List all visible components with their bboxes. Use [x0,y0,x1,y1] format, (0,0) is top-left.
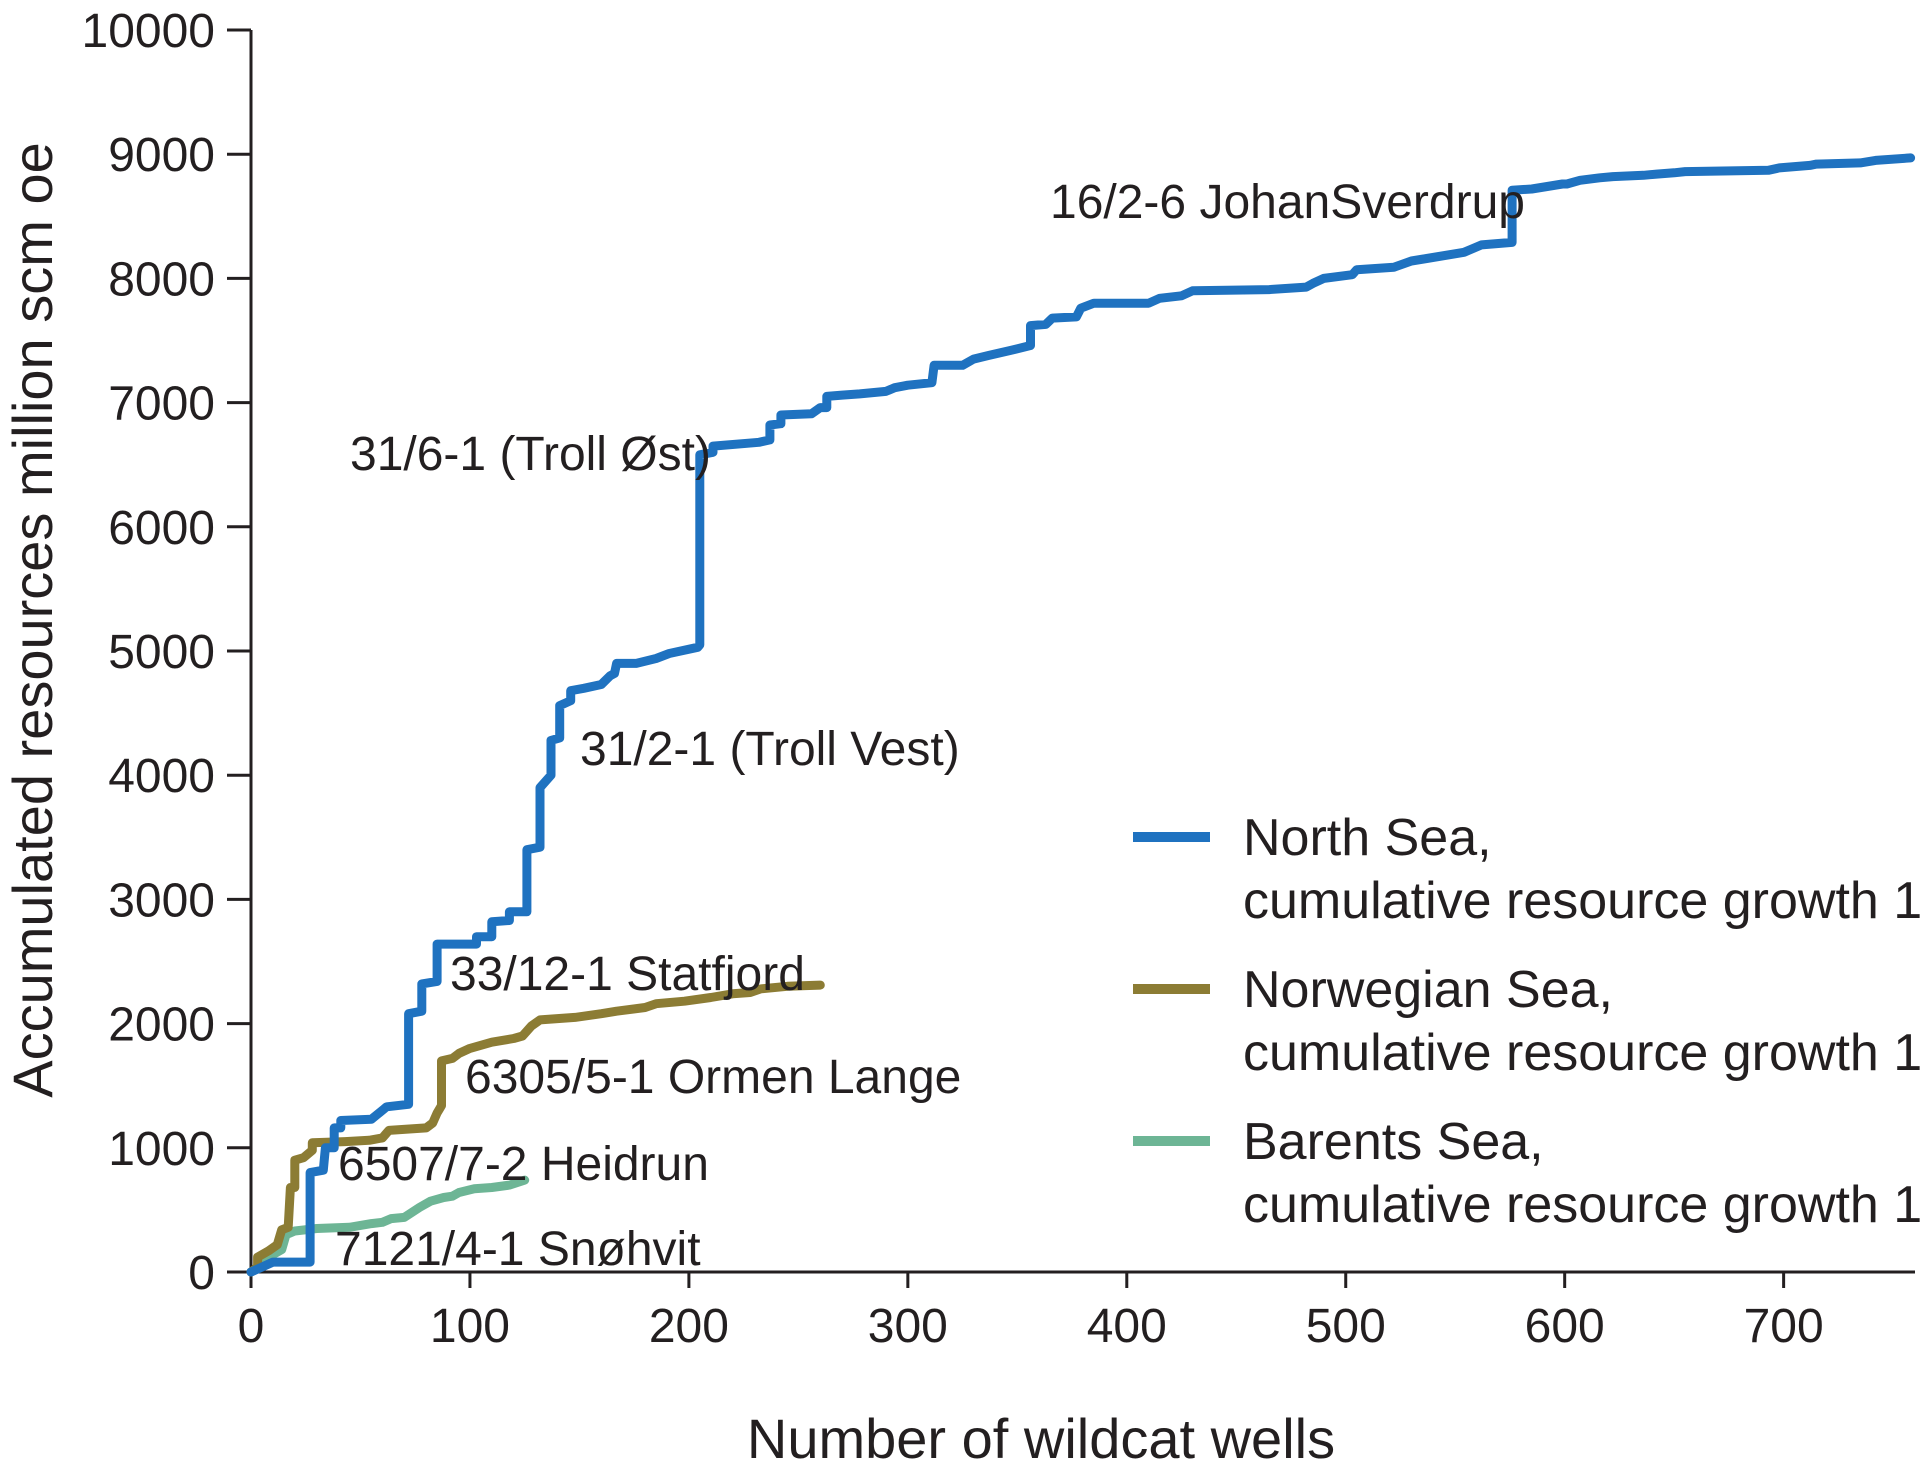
x-axis: 0 100 200 300 400 500 600 700 [238,1270,1915,1353]
y-tick-label: 2000 [108,999,215,1052]
y-tick-label: 0 [188,1247,215,1300]
x-tick-label: 600 [1525,1300,1605,1353]
johan-sverdrup-label: 16/2-6 JohanSverdrup [1050,176,1525,229]
x-tick-label: 200 [649,1300,729,1353]
x-tick-label: 100 [430,1300,510,1353]
y-tick-label: 1000 [108,1123,215,1176]
troll-ost-label: 31/6-1 (Troll Øst) [350,428,711,481]
annotation-layer: 16/2-6 JohanSverdrup 31/6-1 (Troll Øst) 31… [335,176,1525,1276]
snohvit-label: 7121/4-1 Snøhvit [335,1223,701,1276]
x-tick-label: 0 [238,1300,265,1353]
barents-sea-line [246,1175,530,1277]
troll-vest-label: 31/2-1 (Troll Vest) [580,723,960,776]
ormen-lange-label: 6305/5-1 Ormen Lange [465,1051,961,1104]
y-tick-label: 8000 [108,253,215,306]
north-sea-line [246,153,1916,1277]
x-tick-label: 300 [868,1300,948,1353]
y-tick-label: 9000 [108,129,215,182]
y-tick-label: 3000 [108,874,215,927]
y-tick-label: 5000 [108,626,215,679]
statfjord-label: 33/12-1 Statfjord [450,948,805,1001]
legend: North Sea,cumulative resource growth 196… [1133,809,1920,1234]
x-tick-label: 500 [1306,1300,1386,1353]
x-axis-title: Number of wildcat wells [747,1407,1335,1470]
heidrun-label: 6507/7-2 Heidrun [338,1138,709,1191]
series-layer [246,153,1916,1277]
y-tick-label: 7000 [108,378,215,431]
legend-north-sea-label: North Sea,cumulative resource growth 196… [1243,809,1920,930]
norwegian-sea-line [246,980,825,1277]
y-tick-label: 6000 [108,502,215,555]
legend-norwegian-sea-label: Norwegian Sea, cumulative resource growth… [1243,961,1920,1082]
legend-barents-sea-label: Barents Sea, cumulative resource growth 1… [1243,1113,1920,1234]
x-tick-label: 400 [1087,1300,1167,1353]
y-tick-label: 4000 [108,750,215,803]
y-axis-title: Accumulated resources million scm oe [1,142,64,1097]
y-tick-label: 10000 [82,5,215,58]
x-tick-label: 700 [1744,1300,1824,1353]
y-axis: 0 1000 2000 3000 4000 5000 6000 7000 8000 9000 100… [82,5,253,1300]
